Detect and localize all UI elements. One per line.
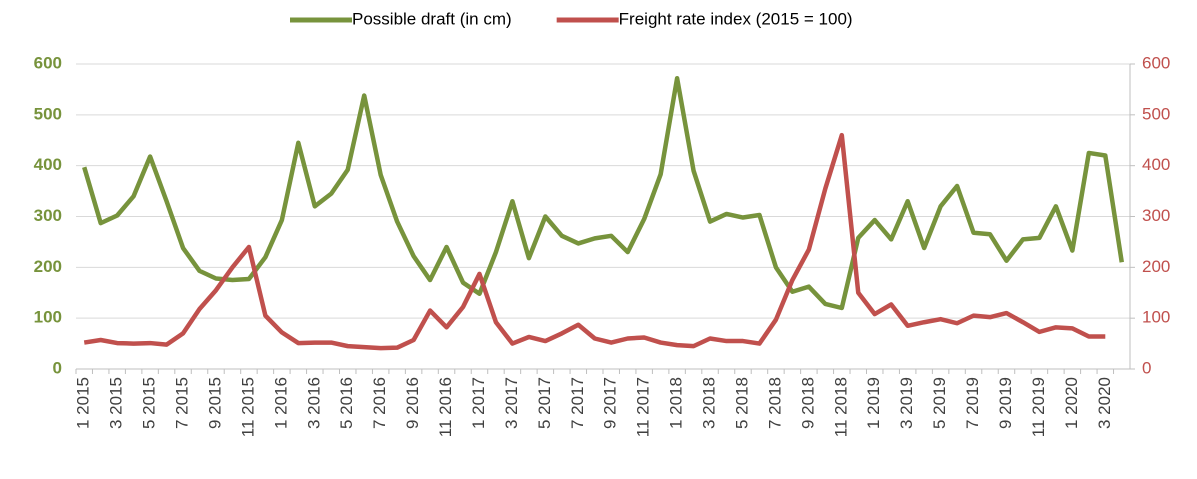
x-tick-label: 3 2019 [897, 377, 916, 429]
x-tick-label: 5 2016 [337, 377, 356, 429]
x-tick-label: 3 2015 [107, 377, 126, 429]
x-tick-label: 9 2015 [205, 377, 224, 429]
y-tick-label: 100 [34, 308, 62, 327]
legend-label: Possible draft (in cm) [352, 9, 512, 28]
y2-tick-label: 400 [1142, 155, 1170, 174]
series-line [83, 132, 1106, 351]
x-tick-label: 5 2018 [732, 377, 751, 429]
x-tick-label: 7 2017 [568, 377, 587, 429]
x-tick-label: 1 2019 [864, 377, 883, 429]
y-tick-label: 600 [34, 53, 62, 72]
x-tick-label: 1 2020 [1062, 377, 1081, 429]
x-tick-label: 11 2015 [238, 377, 257, 437]
x-tick-label: 3 2017 [502, 377, 521, 429]
x-tick-label: 1 2015 [74, 377, 93, 429]
x-tick-label: 7 2016 [370, 377, 389, 429]
x-tick-label: 7 2019 [963, 377, 982, 429]
y-tick-label: 400 [34, 155, 62, 174]
y-tick-label: 300 [34, 206, 62, 225]
y2-tick-label: 600 [1142, 53, 1170, 72]
x-tick-label: 5 2017 [535, 377, 554, 429]
x-tick-label: 9 2019 [996, 377, 1015, 429]
x-tick-label: 3 2016 [304, 377, 323, 429]
x-tick-label: 11 2018 [831, 377, 850, 437]
x-tick-label: 9 2016 [403, 377, 422, 429]
x-tick-label: 11 2016 [436, 377, 455, 437]
x-tick-label: 3 2020 [1095, 377, 1114, 429]
x-tick-label: 9 2017 [601, 377, 620, 429]
y-tick-label: 200 [34, 257, 62, 276]
x-tick-label: 11 2017 [634, 377, 653, 437]
y2-tick-label: 500 [1142, 104, 1170, 123]
y2-tick-label: 100 [1142, 308, 1170, 327]
x-tick-label: 7 2018 [765, 377, 784, 429]
x-tick-label: 9 2018 [798, 377, 817, 429]
x-tick-label: 1 2017 [469, 377, 488, 429]
y2-tick-label: 0 [1142, 358, 1151, 377]
x-tick-label: 5 2019 [930, 377, 949, 429]
x-tick-label: 5 2015 [140, 377, 159, 429]
x-tick-label: 7 2015 [173, 377, 192, 429]
x-tick-label: 1 2018 [667, 377, 686, 429]
x-tick-label: 3 2018 [700, 377, 719, 429]
y-tick-label: 0 [53, 358, 62, 377]
x-tick-label: 11 2019 [1029, 377, 1048, 437]
y2-tick-label: 200 [1142, 257, 1170, 276]
legend-label: Freight rate index (2015 = 100) [619, 9, 853, 28]
y2-tick-label: 300 [1142, 206, 1170, 225]
x-tick-label: 1 2016 [271, 377, 290, 429]
series-line [82, 75, 1124, 311]
y-tick-label: 500 [34, 104, 62, 123]
